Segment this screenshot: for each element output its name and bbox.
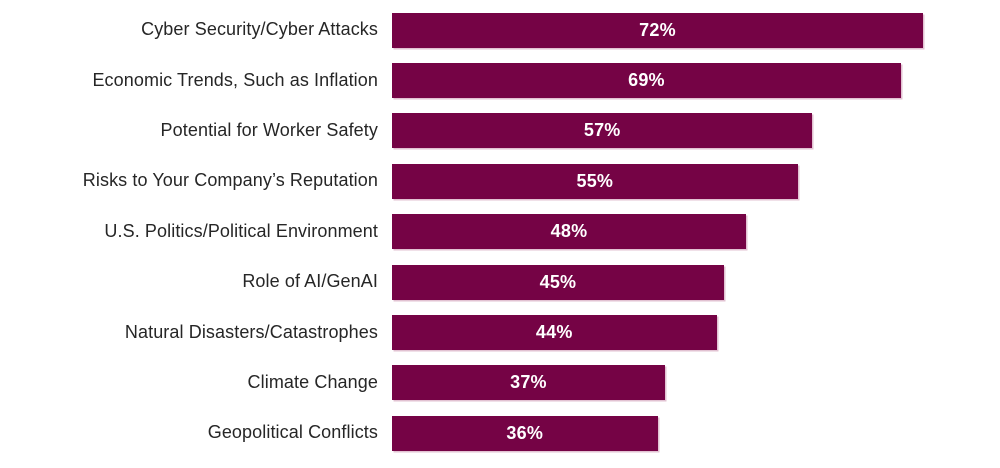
bar: 37% [392, 365, 665, 401]
value-label: 45% [539, 271, 577, 292]
chart-row: Economic Trends, Such as Inflation 69% [0, 55, 1000, 105]
chart-row: Natural Disasters/Catastrophes 44% [0, 307, 1000, 357]
chart-row: Cyber Security/Cyber Attacks 72% [0, 5, 1000, 55]
chart-row: Geopolitical Conflicts 36% [0, 408, 1000, 458]
value-label: 69% [628, 70, 665, 91]
category-label: Risks to Your Company’s Reputation [82, 170, 378, 191]
category-label: Climate Change [247, 372, 378, 393]
category-label: Natural Disasters/Catastrophes [124, 321, 378, 342]
value-label: 37% [510, 372, 547, 393]
chart-row: Potential for Worker Safety 57% [0, 106, 1000, 156]
bar: 45% [392, 264, 724, 300]
bar: 57% [392, 113, 813, 149]
category-label: U.S. Politics/Political Environment [104, 220, 378, 241]
category-label: Potential for Worker Safety [160, 120, 378, 141]
value-label: 57% [583, 120, 621, 141]
category-label: Economic Trends, Such as Inflation [92, 69, 378, 90]
value-label: 72% [639, 19, 676, 40]
bar: 69% [392, 63, 901, 99]
bar: 36% [392, 415, 658, 451]
category-label: Role of AI/GenAI [242, 271, 378, 292]
bar: 55% [392, 163, 798, 199]
category-label: Geopolitical Conflicts [207, 422, 378, 443]
bar: 44% [392, 315, 717, 351]
bar: 72% [392, 12, 923, 48]
value-label: 55% [576, 170, 614, 191]
bar: 48% [392, 214, 746, 250]
chart-row: Risks to Your Company’s Reputation 55% [0, 156, 1000, 206]
value-label: 36% [506, 422, 544, 443]
chart-row: U.S. Politics/Political Environment 48% [0, 207, 1000, 257]
value-label: 48% [550, 221, 588, 242]
chart-row: Role of AI/GenAI 45% [0, 257, 1000, 307]
category-label: Cyber Security/Cyber Attacks [141, 19, 378, 40]
value-label: 44% [535, 322, 573, 343]
chart-row: Climate Change 37% [0, 358, 1000, 408]
